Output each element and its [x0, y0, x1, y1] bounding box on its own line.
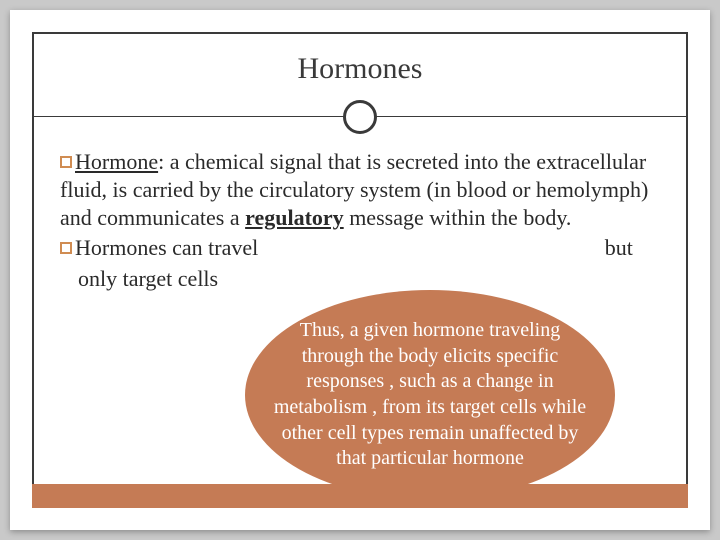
bullet-1-post: message within the body.: [344, 205, 572, 230]
bullet-2-line2-text: only target cells: [78, 266, 218, 291]
bullet-2-mid: Hormones can travel: [75, 235, 258, 260]
bullet-2-gap: [258, 235, 605, 260]
body-text: Hormone: a chemical signal that is secre…: [60, 148, 660, 293]
slide-title: Hormones: [34, 52, 686, 86]
bullet-2-trail: but: [605, 235, 633, 260]
bullet-1: Hormone: a chemical signal that is secre…: [60, 148, 660, 232]
bullet-marker-icon: [60, 242, 72, 254]
bullet-2-line2: only target cells: [60, 265, 660, 293]
slide: Hormones Hormone: a chemical signal that…: [10, 10, 710, 530]
divider-circle-icon: [343, 100, 377, 134]
bullet-marker-icon: [60, 156, 72, 168]
callout-text: Thus, a given hormone traveling through …: [271, 318, 589, 472]
bullet-1-term: Hormone: [75, 149, 158, 174]
bullet-1-bold: regulatory: [245, 205, 344, 230]
footer-bar: [32, 484, 688, 508]
callout-ellipse: Thus, a given hormone traveling through …: [245, 290, 615, 500]
title-divider: [34, 100, 686, 134]
bullet-2: Hormones can travel but: [60, 234, 660, 262]
content-frame: Hormones Hormone: a chemical signal that…: [32, 32, 688, 508]
